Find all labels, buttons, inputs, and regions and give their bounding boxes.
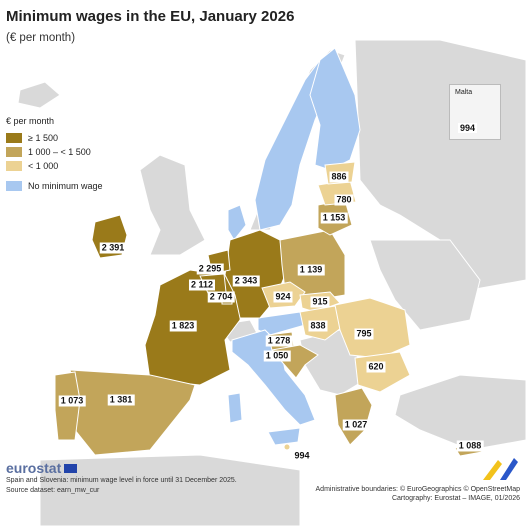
value-lithuania: 1 153 xyxy=(320,212,348,224)
value-bulgaria: 620 xyxy=(366,361,386,373)
iceland-shape xyxy=(17,81,61,109)
legend-item-high: ≥ 1 500 xyxy=(6,131,103,144)
map-title: Minimum wages in the EU, January 2026 xyxy=(6,8,295,25)
greece-shape xyxy=(334,387,373,446)
legend-swatch-no-wage xyxy=(6,180,22,191)
map-subtitle: (€ per month) xyxy=(6,32,76,44)
legend-label-mid: 1 000 – < 1 500 xyxy=(28,146,91,157)
value-malta: 994 xyxy=(292,450,312,462)
value-luxembourg: 2 704 xyxy=(207,291,235,303)
footnote: Spain and Slovenia: minimum wage level i… xyxy=(6,477,237,484)
legend-item-low: < 1 000 xyxy=(6,159,103,172)
value-germany: 2 343 xyxy=(232,275,260,287)
value-latvia: 780 xyxy=(334,194,354,206)
value-belgium: 2 112 xyxy=(188,279,216,291)
value-greece: 1 027 xyxy=(342,419,370,431)
value-cyprus: 1 088 xyxy=(456,440,484,452)
spain-shape xyxy=(69,369,196,456)
non-eu-land xyxy=(17,39,526,526)
legend-item-no-wage: No minimum wage xyxy=(6,179,103,192)
eu-flag-icon xyxy=(64,463,78,473)
legend-item-mid: 1 000 – < 1 500 xyxy=(6,145,103,158)
value-slovenia: 1 278 xyxy=(265,335,293,347)
value-croatia: 1 050 xyxy=(263,350,291,362)
legend: € per month ≥ 1 500 1 000 – < 1 500 < 1 … xyxy=(6,116,103,193)
admin-boundaries-note: Administrative boundaries: © EuroGeograp… xyxy=(315,486,520,493)
denmark-shape xyxy=(227,204,247,241)
turkey-shape xyxy=(394,374,526,451)
value-spain: 1 381 xyxy=(107,394,135,406)
cartography-note: Cartography: Eurostat – IMAGE, 01/2026 xyxy=(391,495,520,502)
value-hungary: 838 xyxy=(308,320,328,332)
eurostat-logo: eurostat xyxy=(6,460,78,476)
sardinia-shape xyxy=(227,392,243,424)
value-portugal: 1 073 xyxy=(58,395,86,407)
value-slovakia: 915 xyxy=(310,296,330,308)
value-ireland: 2 391 xyxy=(99,242,127,254)
africa-shape xyxy=(39,454,301,526)
inset-name: Malta xyxy=(455,89,473,96)
malta-inset: Malta 994 xyxy=(449,84,501,140)
legend-label-low: < 1 000 xyxy=(28,160,59,171)
legend-title: € per month xyxy=(6,116,55,126)
legend-swatch-high xyxy=(6,132,22,143)
value-estonia: 886 xyxy=(329,171,349,183)
value-romania: 795 xyxy=(354,328,374,340)
legend-swatch-mid xyxy=(6,146,22,157)
legend-label-no-wage: No minimum wage xyxy=(28,180,103,191)
austria-shape xyxy=(257,311,306,336)
logo-text: eurostat xyxy=(6,460,62,476)
uk-shape xyxy=(139,154,206,256)
no-wage-countries xyxy=(227,47,361,446)
sicily-shape xyxy=(267,427,301,446)
source-note: Source dataset: earn_mw_cur xyxy=(6,487,100,494)
romania-shape xyxy=(334,297,411,359)
value-poland: 1 139 xyxy=(297,264,325,276)
value-france: 1 823 xyxy=(169,320,197,332)
malta-main-shape xyxy=(284,444,290,450)
ukraine-shape xyxy=(369,239,481,331)
value-netherlands: 2 295 xyxy=(196,263,224,275)
legend-label-high: ≥ 1 500 xyxy=(28,132,58,143)
legend-swatch-low xyxy=(6,160,22,171)
value-czechia: 924 xyxy=(273,291,293,303)
corner-logo-icon xyxy=(483,458,518,480)
inset-value: 994 xyxy=(458,123,478,133)
